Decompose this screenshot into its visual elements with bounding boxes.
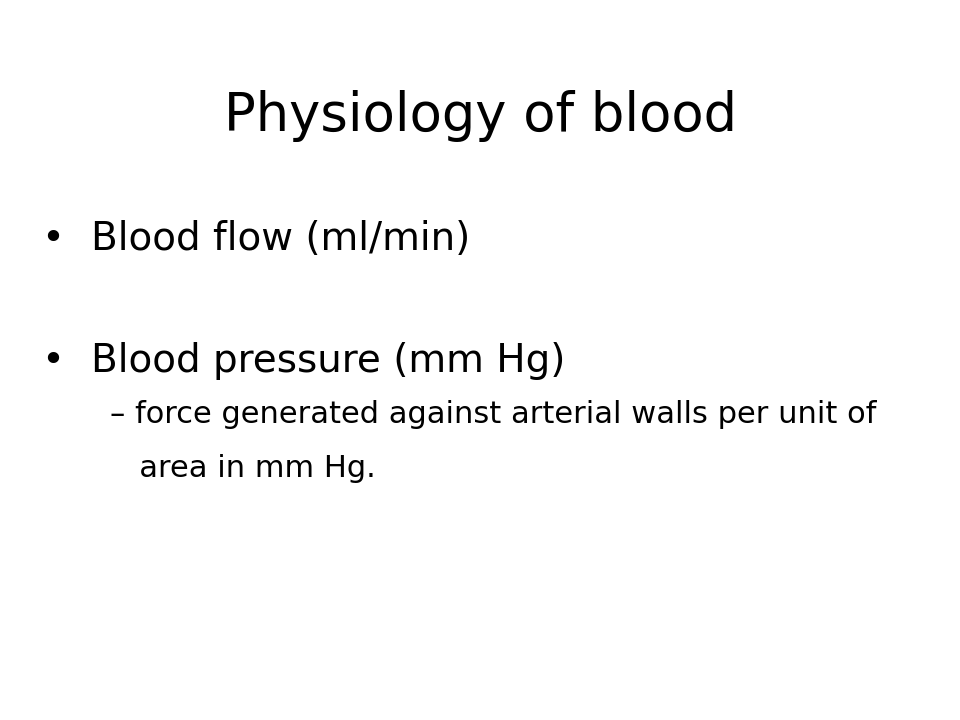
Text: •: • <box>41 220 64 258</box>
Text: •: • <box>41 342 64 380</box>
Text: Physiology of blood: Physiology of blood <box>224 90 736 142</box>
Text: area in mm Hg.: area in mm Hg. <box>110 454 376 482</box>
Text: Blood pressure (mm Hg): Blood pressure (mm Hg) <box>91 342 565 380</box>
Text: Blood flow (ml/min): Blood flow (ml/min) <box>91 220 470 258</box>
Text: – force generated against arterial walls per unit of: – force generated against arterial walls… <box>110 400 876 428</box>
